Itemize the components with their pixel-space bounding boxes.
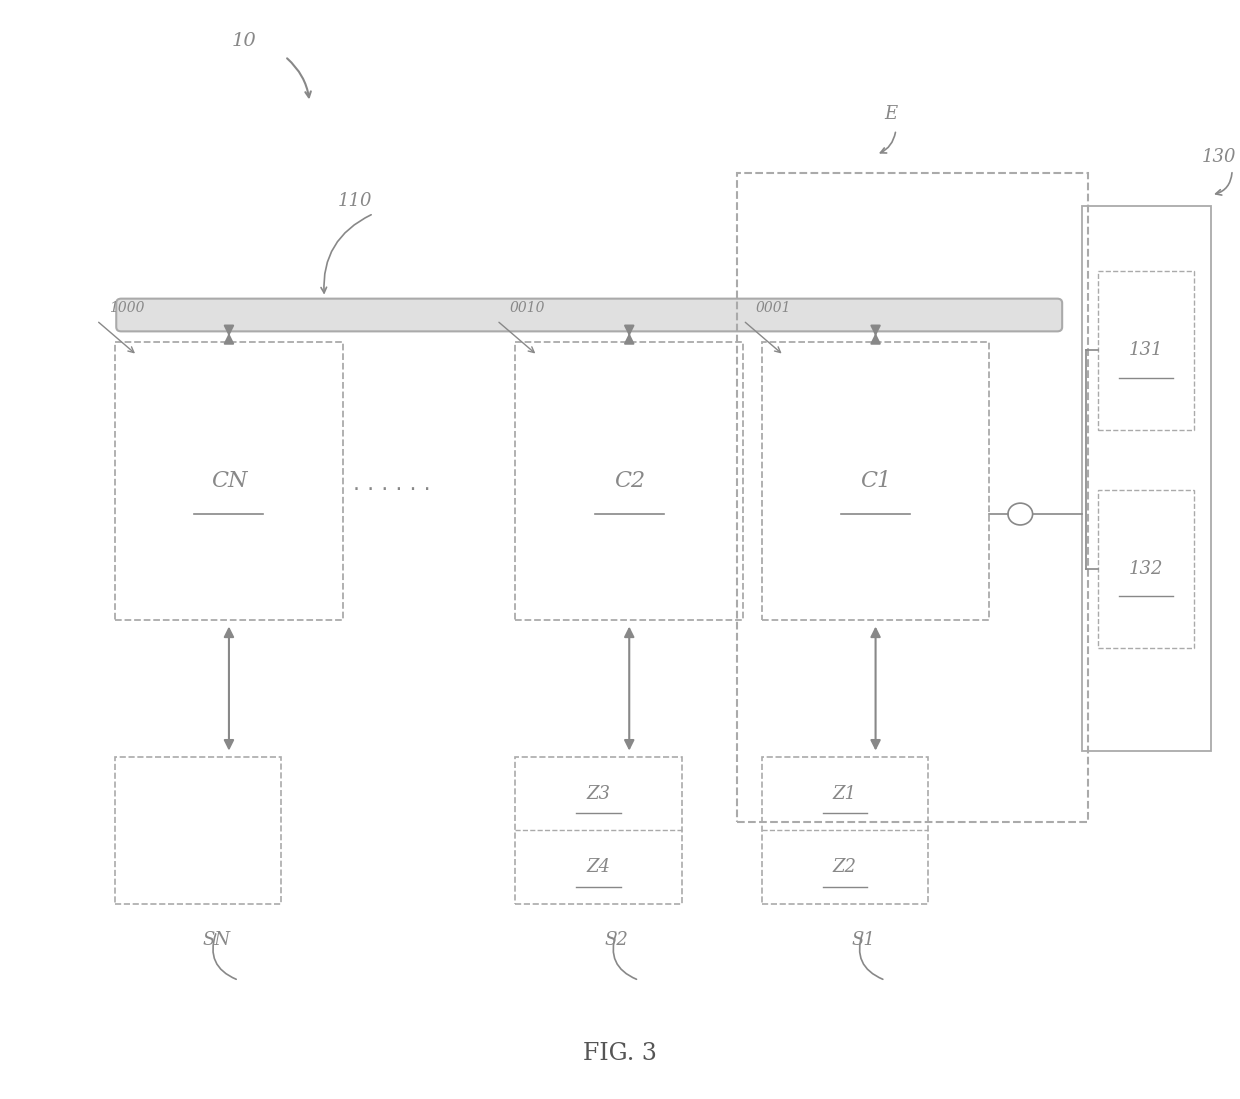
Text: 130: 130	[1202, 148, 1236, 166]
Text: 10: 10	[232, 32, 257, 49]
Text: 1000: 1000	[109, 301, 144, 314]
Text: C1: C1	[861, 470, 892, 492]
Text: 0010: 0010	[510, 301, 544, 314]
Text: Z1: Z1	[833, 785, 857, 802]
Text: S2: S2	[605, 931, 629, 950]
Text: C2: C2	[614, 470, 645, 492]
Text: E: E	[884, 104, 898, 123]
Text: 0001: 0001	[755, 301, 791, 314]
Text: Z4: Z4	[587, 858, 610, 876]
Text: 131: 131	[1128, 342, 1163, 359]
Text: Z2: Z2	[833, 858, 857, 876]
Text: CN: CN	[211, 470, 247, 492]
Text: 110: 110	[339, 192, 372, 210]
Text: Z3: Z3	[587, 785, 610, 802]
Text: FIG. 3: FIG. 3	[583, 1042, 657, 1065]
Text: 132: 132	[1128, 559, 1163, 578]
FancyBboxPatch shape	[117, 299, 1063, 332]
Text: S1: S1	[852, 931, 875, 950]
Text: SN: SN	[202, 931, 231, 950]
Text: · · · · · ·: · · · · · ·	[353, 479, 432, 500]
